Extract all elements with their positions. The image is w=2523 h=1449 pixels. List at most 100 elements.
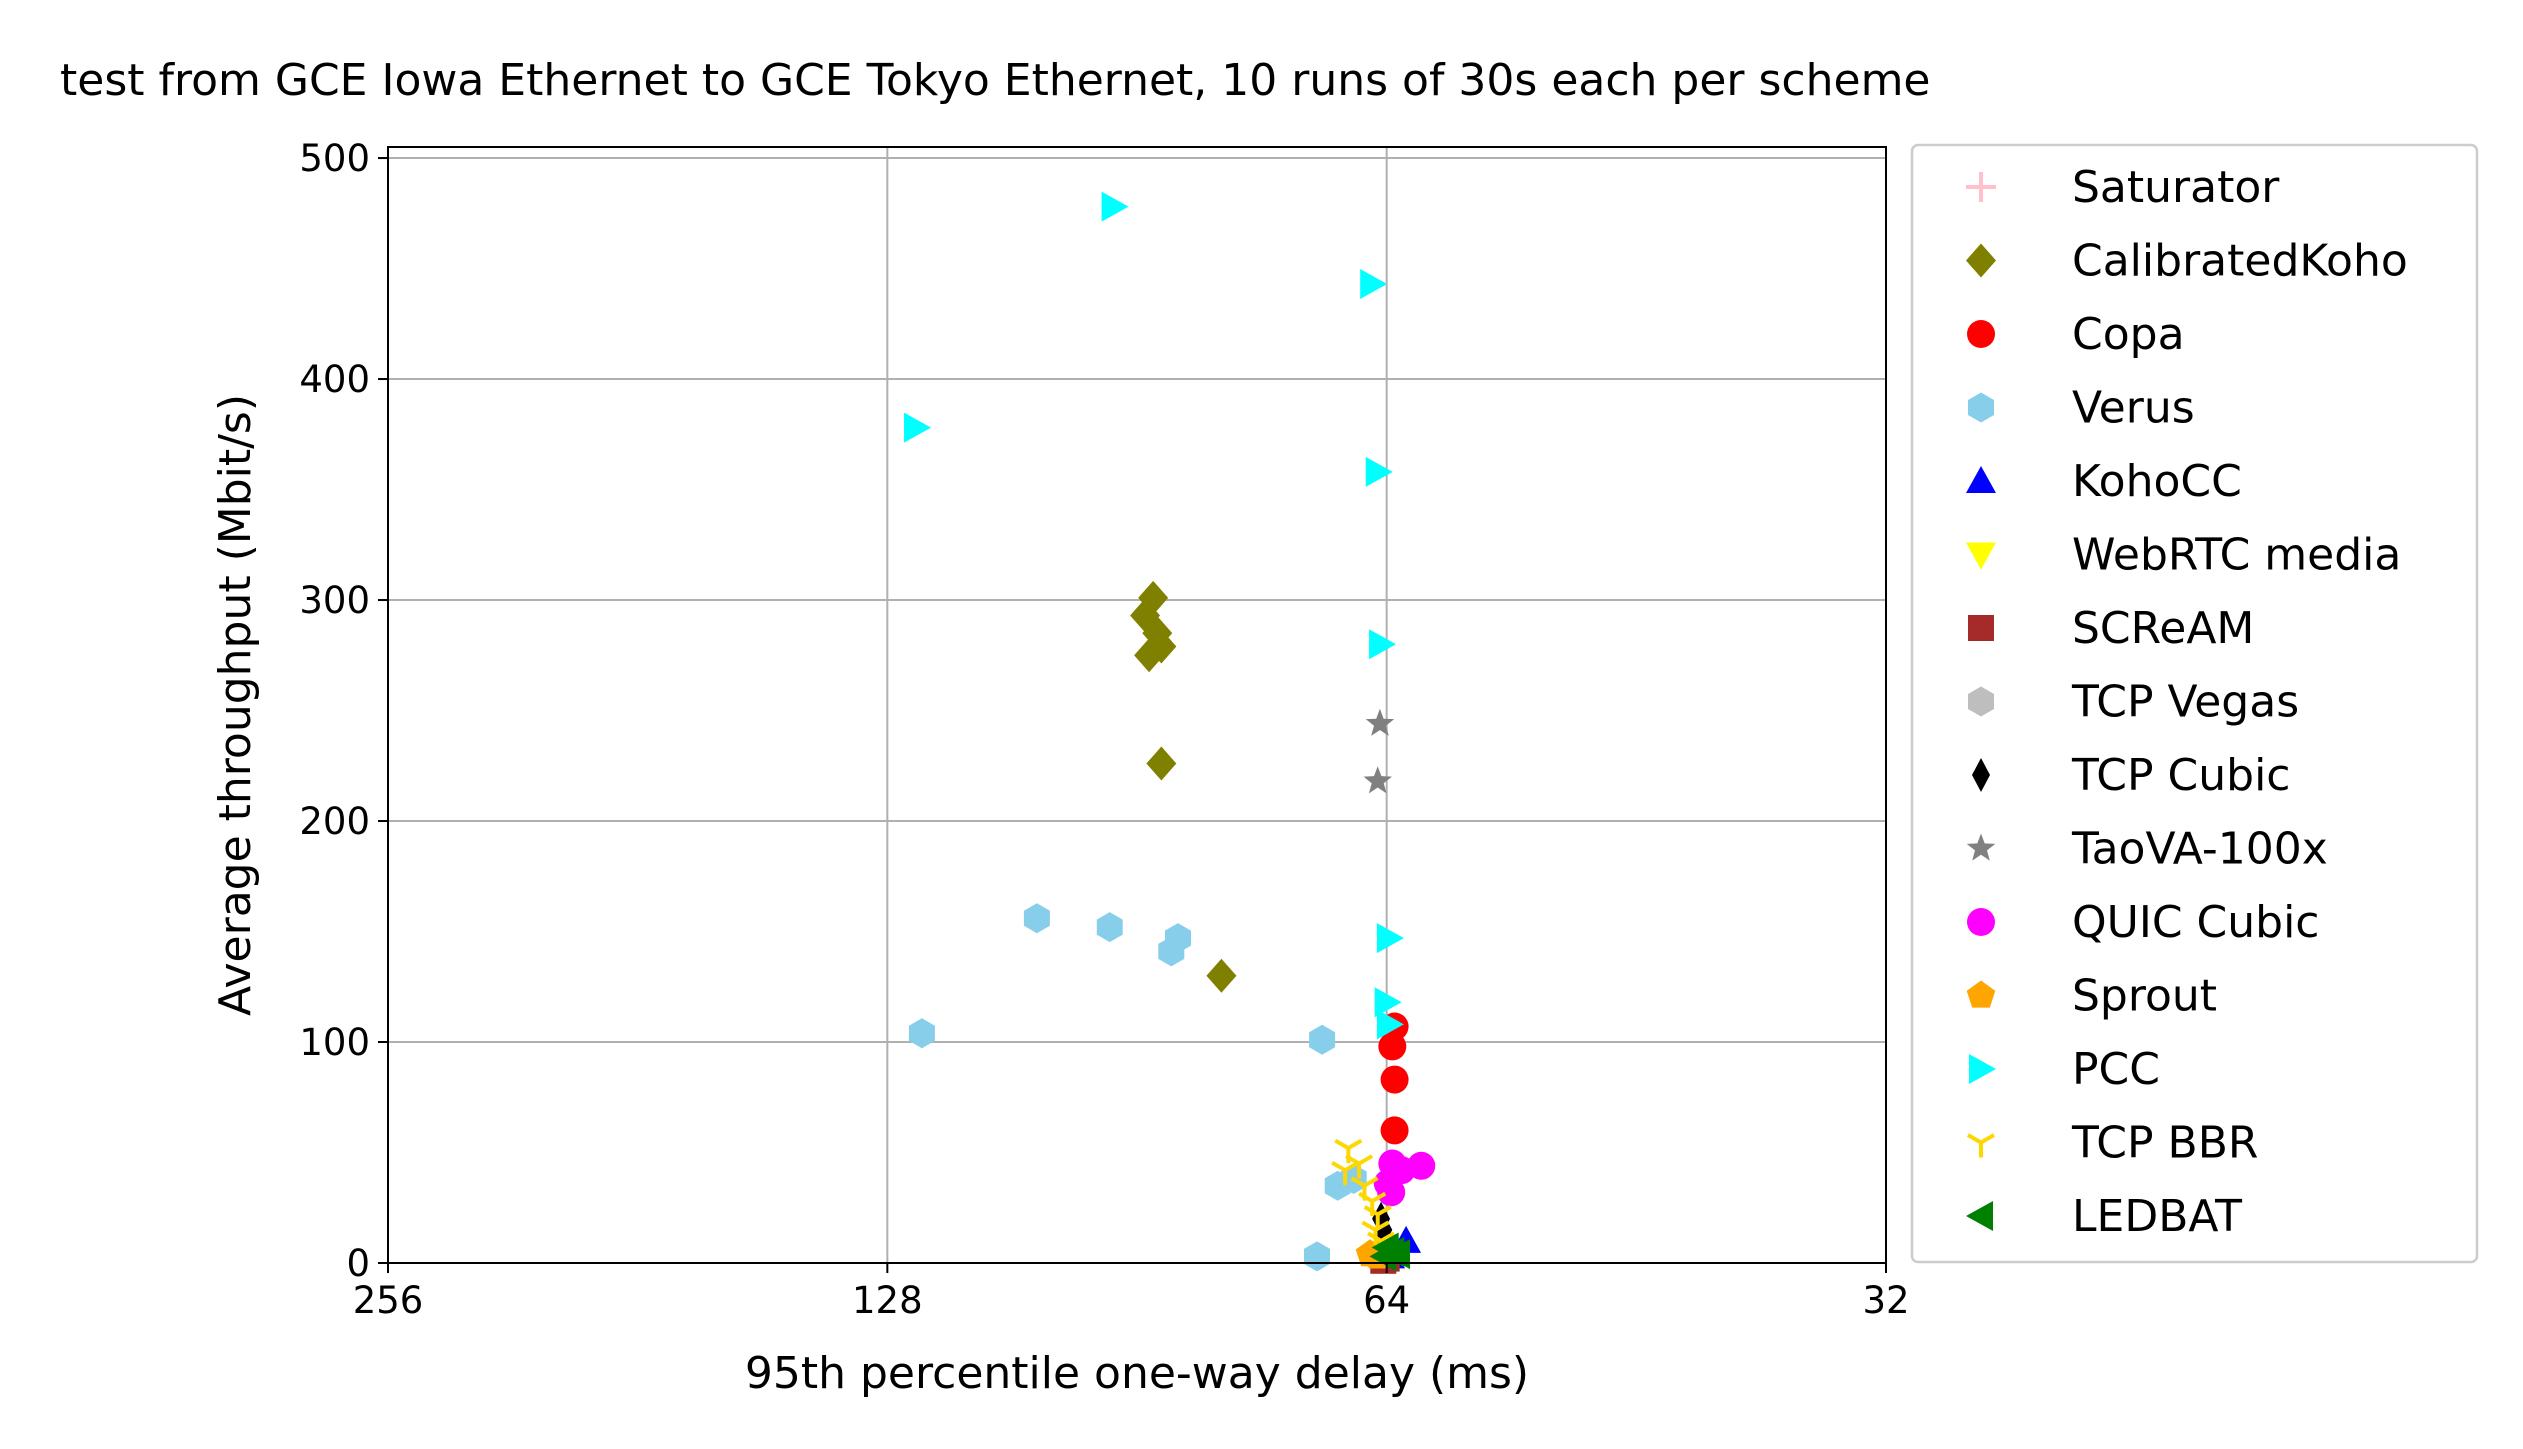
plot-frame	[387, 146, 1887, 1264]
point-calibratedkoho	[1206, 958, 1237, 993]
point-tcp-bbr-right	[1376, 1205, 1392, 1217]
point-verus	[908, 1018, 935, 1049]
legend-frame	[1910, 143, 2479, 1264]
point-pcc	[1376, 923, 1404, 954]
point-tcp-bbr-left	[1363, 1205, 1379, 1217]
legend-label: KohoCC	[2072, 456, 2242, 507]
y-tick-label: 200	[299, 800, 370, 843]
legend-marker-tcp-bbr-left	[1966, 1133, 1982, 1145]
legend-item-copa: Copa	[1967, 309, 2185, 360]
legend-label: TCP Vegas	[2071, 677, 2299, 728]
legend-item-sprout: Sprout	[1966, 971, 2217, 1022]
point-tcp-bbr-left	[1367, 1231, 1383, 1243]
series-taova-100x	[1363, 708, 1395, 794]
legend-label: LEDBAT	[2072, 1191, 2242, 1242]
legend-item-calibratedkoho: CalibratedKoho	[1966, 236, 2408, 287]
series-calibratedkoho	[1130, 580, 1237, 993]
point-verus	[1023, 903, 1050, 934]
y-tick-label: 0	[346, 1242, 370, 1285]
legend: Saturator CalibratedKoho Copa Verus KohoCC We…	[1910, 143, 2479, 1264]
axes: 0 100 200 300 400 500 256 128 64 32	[299, 137, 1909, 1322]
legend-marker-tcp-cubic	[1972, 758, 1990, 792]
legend-item-tcp-cubic: TCP Cubic	[1972, 750, 2291, 801]
point-pcc	[1374, 987, 1402, 1018]
legend-marker-tcp-bbr-right	[1980, 1133, 1996, 1145]
point-tcp-bbr-right	[1358, 1154, 1374, 1166]
legend-item-ledbat: LEDBAT	[1966, 1191, 2242, 1242]
y-tick-label: 100	[299, 1021, 370, 1064]
point-tcp-bbr-right	[1363, 1176, 1379, 1188]
legend-label: Copa	[2072, 309, 2185, 360]
point-tcp-bbr-right	[1347, 1138, 1363, 1150]
legend-marker-sprout	[1966, 980, 1996, 1008]
legend-item-webrtc-media: WebRTC media	[1966, 530, 2401, 581]
chart-title: test from GCE Iowa Ethernet to GCE Tokyo…	[60, 55, 1931, 106]
legend-marker-ledbat	[1966, 1201, 1993, 1231]
legend-item-pcc: PCC	[1969, 1044, 2160, 1095]
point-quic-cubic	[1407, 1151, 1436, 1180]
point-taova-100x	[1365, 708, 1395, 736]
legend-marker-verus	[1968, 392, 1994, 423]
point-copa	[1380, 1116, 1409, 1145]
series-verus	[908, 903, 1367, 1272]
data-points	[904, 191, 1436, 1274]
series-pcc	[904, 191, 1404, 1040]
point-ledbat	[1383, 1239, 1411, 1270]
point-tcp-bbr-left	[1361, 1220, 1377, 1232]
x-tick-label: 256	[353, 1279, 424, 1322]
point-quic-cubic	[1377, 1178, 1406, 1207]
legend-item-kohocc: KohoCC	[1966, 456, 2242, 507]
legend-marker-taova-100x	[1966, 833, 1996, 861]
legend-marker-tcp-bbr	[1966, 1133, 1996, 1158]
x-tick-label: 32	[1862, 1279, 1909, 1322]
point-pcc	[1360, 269, 1388, 300]
legend-marker-copa	[1967, 320, 1995, 348]
y-axis-label: Average throughput (Mbit/s)	[210, 394, 261, 1016]
point-verus	[1096, 912, 1123, 943]
legend-item-verus: Verus	[1968, 383, 2195, 434]
point-tcp-bbr-right	[1380, 1231, 1396, 1243]
legend-label: CalibratedKoho	[2072, 236, 2408, 287]
legend-label: Saturator	[2072, 162, 2280, 213]
legend-item-tcp-bbr: TCP BBR	[1966, 1118, 2258, 1169]
x-axis-label: 95th percentile one-way delay (ms)	[745, 1348, 1529, 1399]
legend-label: Verus	[2072, 383, 2195, 434]
legend-marker-quic-cubic	[1967, 908, 1995, 936]
point-pcc	[904, 412, 932, 443]
legend-label: TCP BBR	[2071, 1118, 2258, 1169]
point-tcp-bbr-right	[1374, 1220, 1390, 1232]
legend-item-tcp-vegas: TCP Vegas	[1968, 677, 2299, 728]
point-tcp-bbr-left	[1334, 1138, 1350, 1150]
point-calibratedkoho	[1134, 638, 1165, 673]
point-pcc	[1369, 629, 1397, 660]
legend-label: TaoVA-100x	[2071, 824, 2328, 875]
y-tick-label: 400	[299, 358, 370, 401]
legend-marker-kohocc	[1966, 466, 1996, 493]
point-tcp-bbr-left	[1331, 1160, 1347, 1172]
legend-marker-calibratedkoho	[1966, 243, 1996, 278]
legend-marker-saturator	[1966, 172, 1996, 202]
legend-marker-webrtc-media	[1966, 542, 1996, 570]
legend-item-saturator: Saturator	[1966, 162, 2280, 213]
legend-label: WebRTC media	[2072, 530, 2401, 581]
y-tick-label: 500	[299, 137, 370, 180]
point-tcp-bbr-left	[1358, 1191, 1374, 1203]
point-pcc	[1365, 456, 1393, 487]
legend-marker-tcp-vegas	[1968, 686, 1994, 717]
legend-label: Sprout	[2072, 971, 2217, 1022]
x-tick-label: 128	[852, 1279, 923, 1322]
point-calibratedkoho	[1146, 746, 1177, 781]
series-quic-cubic	[1373, 1149, 1436, 1207]
x-tick-label: 64	[1363, 1279, 1410, 1322]
point-tcp-bbr	[1331, 1160, 1360, 1186]
point-pcc	[1101, 191, 1129, 222]
legend-label: SCReAM	[2072, 603, 2254, 654]
point-tcp-bbr	[1358, 1191, 1387, 1217]
point-copa	[1380, 1065, 1409, 1094]
point-tcp-bbr-right	[1371, 1191, 1387, 1203]
legend-label: TCP Cubic	[2071, 750, 2291, 801]
y-tick-label: 300	[299, 579, 370, 622]
point-tcp-bbr-left	[1350, 1176, 1366, 1188]
legend-item-scream: SCReAM	[1968, 603, 2254, 654]
